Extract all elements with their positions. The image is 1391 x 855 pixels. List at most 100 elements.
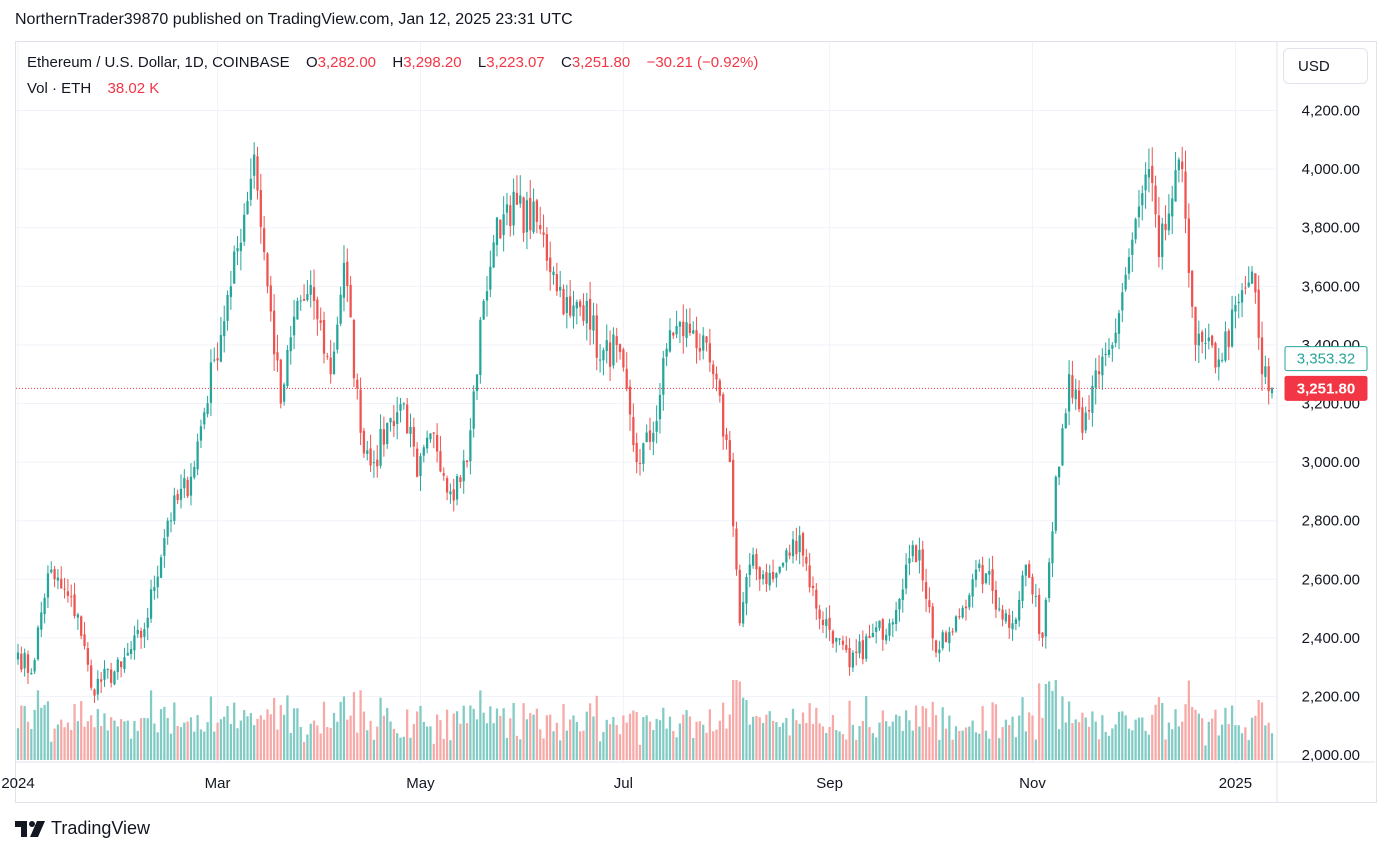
candle	[1038, 594, 1041, 634]
candle	[16, 652, 20, 660]
volume-bar	[1194, 709, 1197, 760]
volume-bar	[139, 718, 143, 760]
volume-bar	[53, 728, 56, 760]
candle	[449, 491, 452, 495]
volume-bar	[336, 721, 339, 760]
candle	[86, 648, 89, 665]
volume-bar	[485, 723, 489, 760]
candle	[332, 351, 336, 375]
candle	[658, 394, 662, 420]
volume-bar	[875, 737, 878, 760]
volume-bar	[705, 732, 708, 760]
candle	[768, 572, 771, 586]
x-tick-label: Jul	[614, 775, 633, 792]
candle	[1144, 174, 1147, 191]
candle	[199, 426, 203, 441]
candle	[56, 577, 60, 581]
currency-button[interactable]: USD	[1283, 48, 1368, 84]
candle	[259, 190, 262, 227]
volume-label[interactable]: Vol · ETH	[27, 80, 92, 97]
volume-bar	[116, 726, 119, 760]
volume-bar	[342, 696, 346, 760]
candle	[223, 321, 226, 337]
volume-bar	[635, 711, 638, 760]
volume-bar	[30, 728, 33, 760]
volume-bar	[1217, 735, 1220, 760]
candle	[765, 572, 768, 585]
candle	[1214, 343, 1217, 368]
volume-bar	[532, 714, 535, 760]
candle	[868, 635, 871, 638]
volume-bar	[608, 724, 612, 760]
candle	[841, 640, 845, 645]
candle	[1074, 389, 1077, 400]
volume-bar	[406, 709, 409, 760]
candle	[1104, 353, 1107, 355]
volume-bar	[585, 711, 588, 760]
candle	[1131, 239, 1134, 255]
y-tick-label: 2,800.00	[1302, 513, 1360, 530]
candle	[1161, 223, 1164, 257]
candle	[336, 324, 339, 350]
candle	[705, 336, 708, 343]
volume-bar	[702, 724, 705, 760]
volume-bar	[502, 708, 505, 760]
candle	[512, 191, 515, 226]
volume-bar	[206, 722, 209, 760]
symbol-title[interactable]: Ethereum / U.S. Dollar, 1D, COINBASE	[27, 54, 290, 71]
candle	[861, 640, 865, 660]
volume-bar	[1264, 725, 1267, 760]
candle	[1014, 619, 1018, 624]
candle	[652, 432, 655, 442]
candle	[1084, 412, 1087, 431]
volume-bar	[189, 717, 193, 760]
volume-bar	[974, 732, 978, 760]
x-tick-label: 2025	[1219, 775, 1252, 792]
candle	[598, 359, 602, 361]
candle	[505, 204, 509, 213]
candle	[312, 287, 316, 301]
candle	[149, 589, 153, 619]
volume-bar	[791, 708, 795, 760]
candle	[319, 320, 322, 323]
volume-bar	[595, 695, 598, 760]
volume-bar	[469, 705, 472, 760]
volume-bar	[838, 731, 841, 760]
volume-bar	[1181, 721, 1184, 760]
candle	[978, 563, 981, 569]
volume-bar	[179, 727, 183, 760]
candle	[249, 178, 252, 200]
open-label: O	[305, 54, 318, 71]
volume-bar	[1038, 683, 1041, 760]
candle	[1234, 304, 1237, 312]
candle	[126, 652, 129, 656]
candle	[569, 296, 572, 316]
high-label: H	[392, 54, 404, 71]
volume-bar	[209, 696, 213, 760]
candle	[958, 616, 961, 618]
volume-bar	[964, 727, 968, 760]
volume-bar	[655, 718, 658, 760]
volume-bar	[848, 700, 851, 760]
volume-bar	[552, 731, 555, 760]
volume-bar	[1117, 711, 1121, 760]
volume-bar	[1004, 719, 1008, 760]
volume-bar	[1127, 728, 1131, 760]
volume-bar	[40, 707, 43, 760]
candle	[672, 332, 675, 336]
candle	[545, 234, 549, 261]
candle	[1270, 388, 1274, 394]
volume-bar	[183, 722, 186, 760]
publish-caption: NorthernTrader39870 published on Trading…	[15, 11, 573, 28]
volume-bar	[712, 731, 715, 760]
candle	[419, 456, 422, 476]
volume-bar	[991, 702, 994, 760]
candle	[70, 596, 73, 598]
volume-bar	[878, 722, 881, 760]
candle	[366, 450, 369, 454]
reference-price-text: 3,353.32	[1297, 351, 1355, 368]
tradingview-brand[interactable]: TradingView	[15, 818, 150, 839]
candle	[216, 358, 219, 361]
candle	[795, 540, 798, 555]
